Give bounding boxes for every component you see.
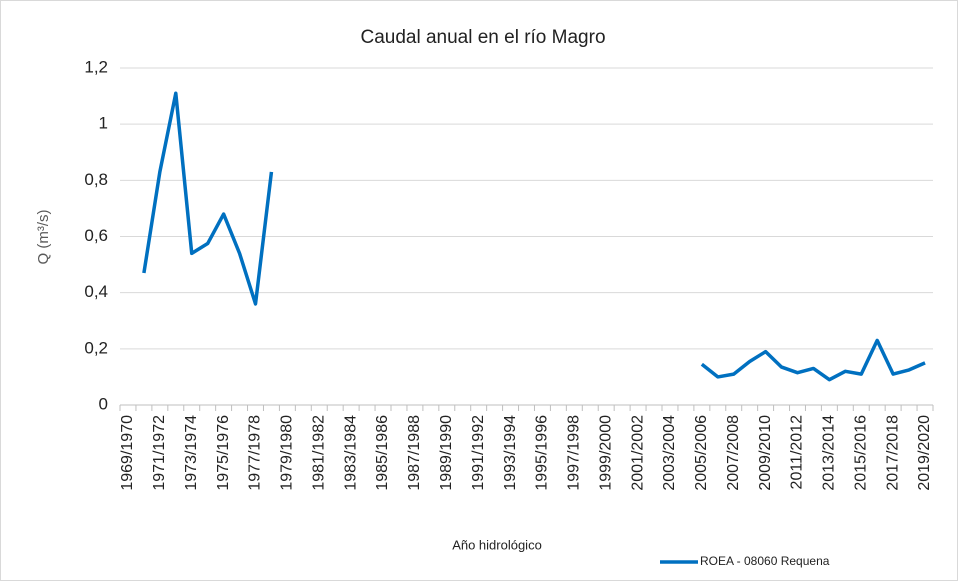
x-axis-title: Año hidrológico: [452, 537, 542, 552]
x-tick-label: 2007/2008: [725, 415, 742, 491]
x-tick-label: 1999/2000: [597, 415, 614, 491]
x-tick-label: 1977/1978: [247, 415, 264, 491]
y-axis-title: Q (m³/s): [35, 210, 52, 265]
x-tick-label: 1993/1994: [502, 415, 519, 491]
x-tick-label: 2005/2006: [693, 415, 710, 491]
x-tick-label: 1971/1972: [151, 415, 168, 491]
x-tick-label: 1983/1984: [342, 415, 359, 491]
x-tick-label: 2011/2012: [789, 415, 806, 490]
x-tick-label: 1987/1988: [406, 415, 423, 491]
y-tick-label: 0,8: [84, 170, 108, 189]
y-tick-label: 1: [99, 114, 108, 133]
x-tick-label: 2017/2018: [884, 415, 901, 491]
y-tick-label: 0,4: [84, 282, 108, 301]
x-tick-label: 1981/1982: [310, 415, 327, 491]
x-tick-label: 1989/1990: [438, 415, 455, 491]
x-tick-label: 2015/2016: [852, 415, 869, 491]
x-tick-label: 2003/2004: [661, 415, 678, 491]
y-tick-label: 0,6: [84, 226, 108, 245]
y-tick-label: 1,2: [84, 57, 108, 76]
x-tick-label: 1969/1970: [119, 415, 136, 491]
y-tick-label: 0,2: [84, 338, 108, 357]
x-tick-label: 2009/2010: [757, 415, 774, 491]
x-tick-label: 2013/2014: [821, 415, 838, 491]
x-tick-label: 1997/1998: [566, 415, 583, 491]
x-tick-label: 1975/1976: [215, 415, 232, 491]
x-tick-label: 2001/2002: [629, 415, 646, 491]
x-tick-label: 1973/1974: [183, 415, 200, 491]
chart-title: Caudal anual en el río Magro: [360, 27, 605, 48]
legend-label: ROEA - 08060 Requena: [700, 554, 830, 568]
x-tick-label: 2019/2020: [916, 415, 933, 491]
x-tick-label: 1995/1996: [534, 415, 551, 491]
x-tick-label: 1991/1992: [470, 415, 487, 491]
y-tick-label: 0: [99, 394, 108, 413]
x-tick-label: 1979/1980: [279, 415, 296, 491]
x-tick-label: 1985/1986: [374, 415, 391, 491]
data-line: [142, 91, 926, 382]
